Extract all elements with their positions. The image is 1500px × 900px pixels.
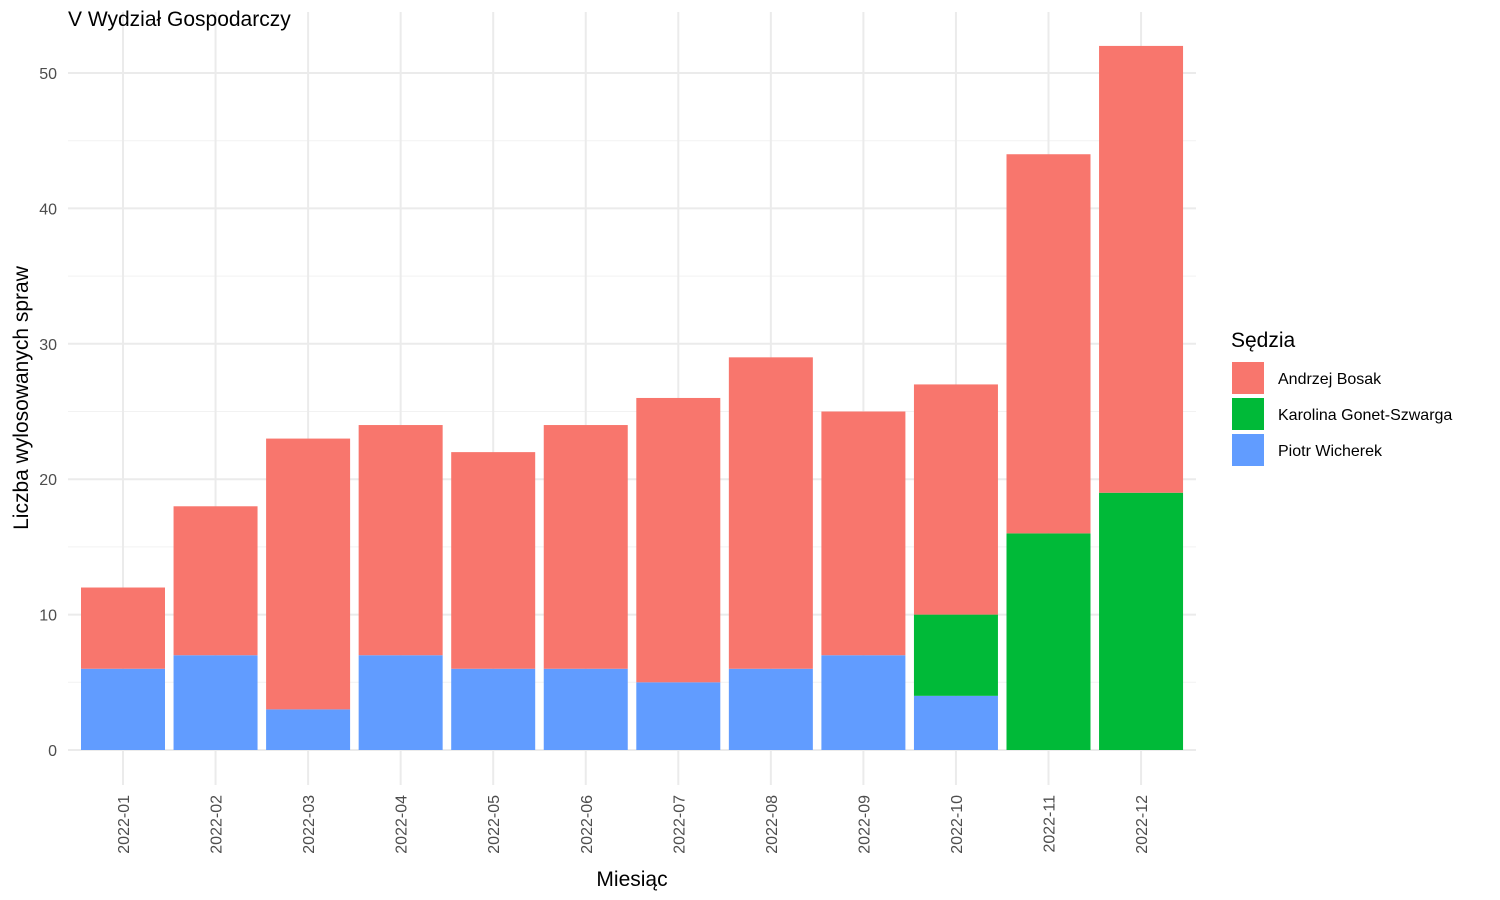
bar-segment xyxy=(913,614,998,696)
x-tick-label: 2022-04 xyxy=(394,795,411,854)
bar-segment xyxy=(543,425,628,669)
x-tick-label: 2022-07 xyxy=(671,795,688,854)
x-tick-label: 2022-02 xyxy=(209,795,226,854)
y-tick-label: 20 xyxy=(39,472,57,489)
y-axis-ticks: 0 10 20 30 40 50 xyxy=(39,66,57,760)
bar-segment xyxy=(1006,154,1091,534)
bar-segment xyxy=(821,655,906,750)
x-tick-label: 2022-05 xyxy=(486,795,503,854)
x-axis-ticks: 2022-01 2022-02 2022-03 2022-04 2022-05 2022-… xyxy=(116,795,1151,854)
x-tick-label: 2022-01 xyxy=(116,795,133,854)
bar-segment xyxy=(358,425,443,656)
bar-segment xyxy=(913,695,998,750)
bar-segment xyxy=(1006,533,1091,750)
bar-segment xyxy=(266,438,351,710)
y-tick-label: 50 xyxy=(39,66,57,83)
bar-segment xyxy=(81,587,165,669)
bar-segment xyxy=(266,709,351,750)
y-tick-label: 0 xyxy=(48,743,57,760)
legend-swatch xyxy=(1232,362,1264,394)
bar-segment xyxy=(173,506,258,656)
x-tick-label: 2022-06 xyxy=(579,795,596,854)
y-tick-label: 30 xyxy=(39,337,57,354)
legend-label: Andrzej Bosak xyxy=(1278,371,1382,388)
y-tick-label: 10 xyxy=(39,608,57,625)
x-tick-label: 2022-11 xyxy=(1042,795,1059,853)
legend: Sędzia Andrzej Bosak Karolina Gonet-Szwar… xyxy=(1231,329,1452,466)
bar-segment xyxy=(821,411,906,656)
legend-swatch xyxy=(1232,398,1264,430)
bar-segment xyxy=(543,668,628,750)
bar-segment xyxy=(636,397,721,683)
legend-label: Piotr Wicherek xyxy=(1278,443,1383,460)
bars xyxy=(81,45,1184,750)
x-tick-label: 2022-10 xyxy=(949,795,966,854)
legend-title: Sędzia xyxy=(1231,329,1296,352)
bar-segment xyxy=(728,668,813,750)
legend-label: Karolina Gonet-Szwarga xyxy=(1278,407,1452,424)
x-axis-title: Miesiąc xyxy=(596,868,667,891)
legend-swatch xyxy=(1232,434,1264,466)
bar-segment xyxy=(636,682,721,750)
bar-segment xyxy=(173,655,258,750)
x-tick-label: 2022-08 xyxy=(764,795,781,854)
bar-segment xyxy=(728,357,813,669)
bar-segment xyxy=(81,668,165,750)
bar-segment xyxy=(913,384,998,615)
bar-segment xyxy=(451,452,536,669)
bar-segment xyxy=(451,668,536,750)
bar-segment xyxy=(1099,492,1184,750)
x-tick-label: 2022-09 xyxy=(856,795,873,854)
bar-segment xyxy=(1099,45,1184,493)
y-axis-title: Liczba wylosowanych spraw xyxy=(10,265,33,530)
chart-title: V Wydział Gospodarczy xyxy=(68,8,291,31)
bar-segment xyxy=(358,655,443,750)
y-tick-label: 40 xyxy=(39,201,57,218)
x-tick-label: 2022-12 xyxy=(1134,795,1151,854)
x-tick-label: 2022-03 xyxy=(301,795,318,854)
